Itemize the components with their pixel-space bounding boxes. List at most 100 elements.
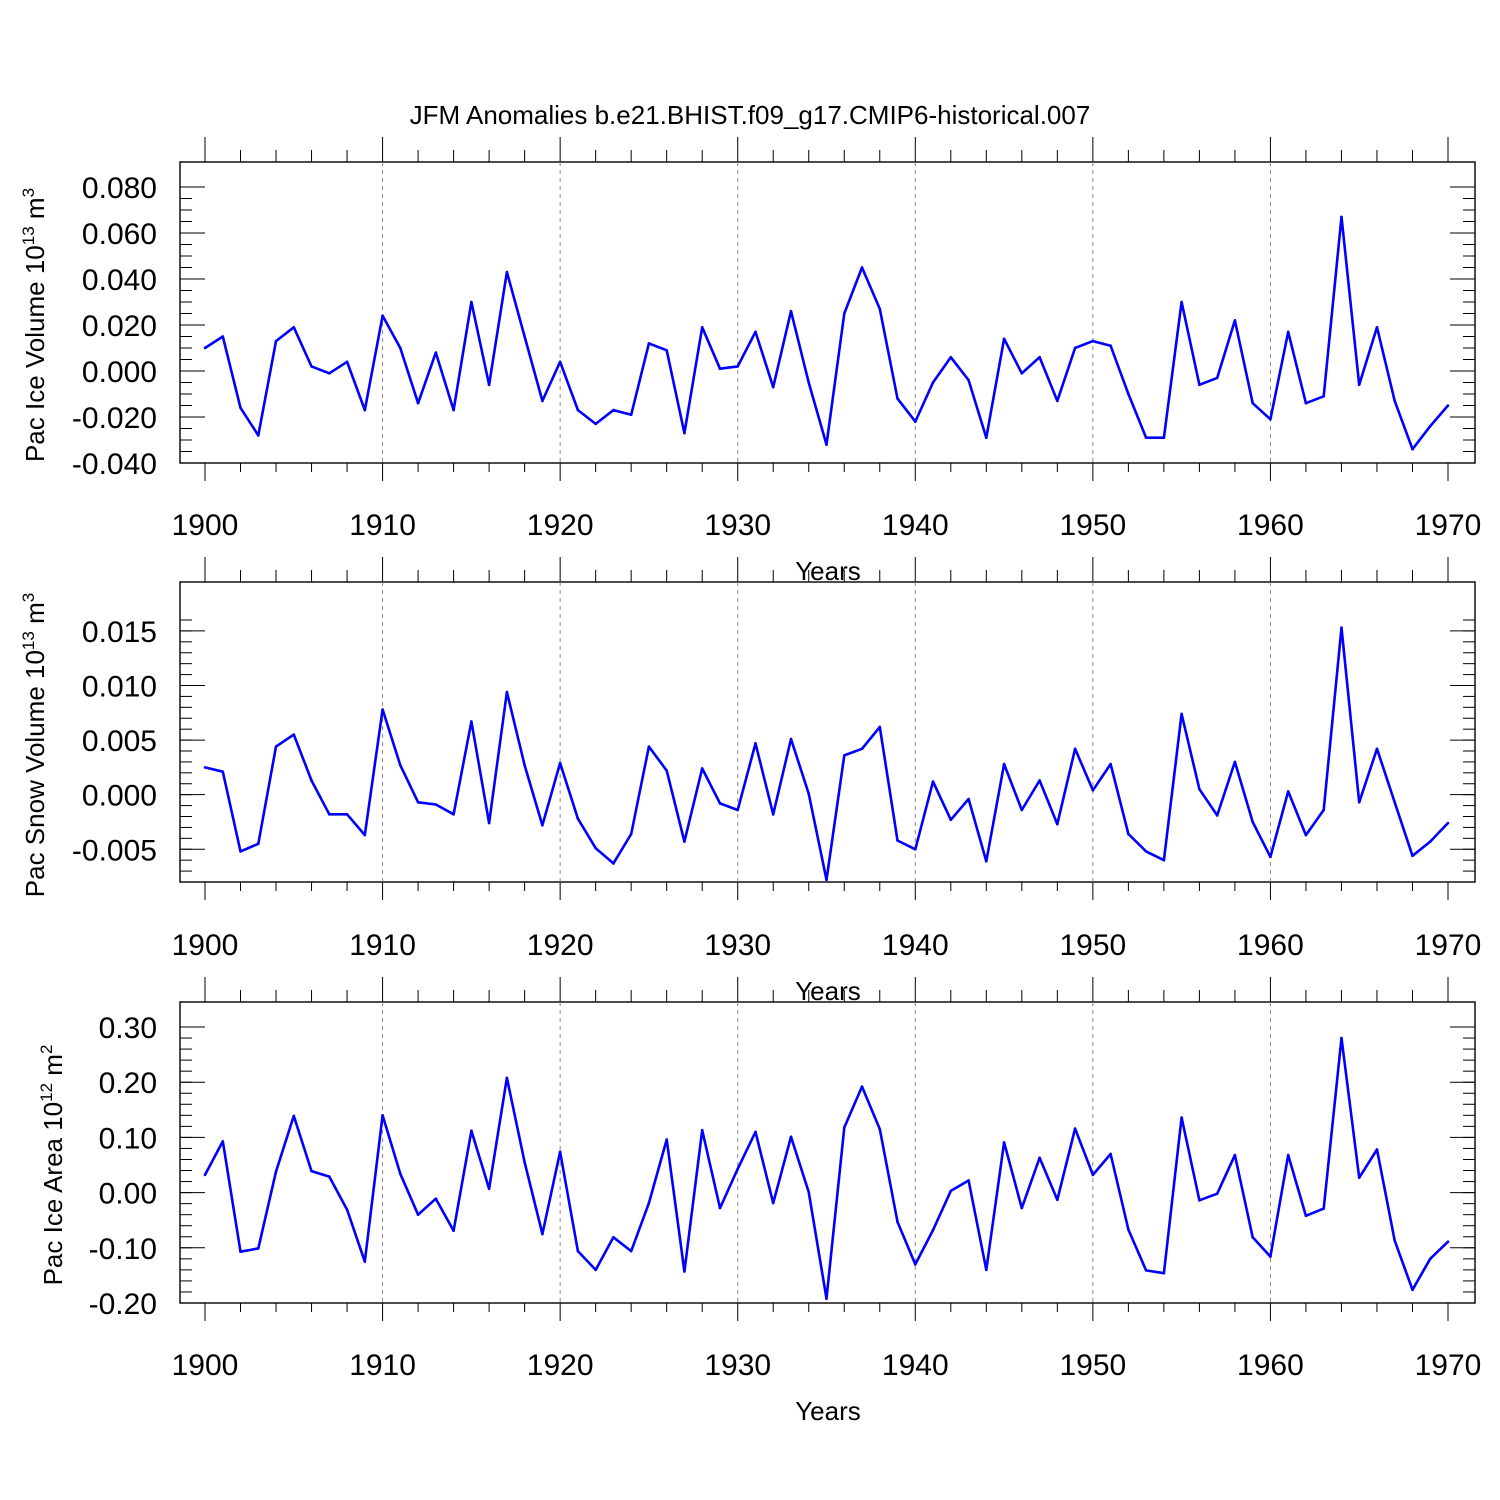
data-point — [416, 1213, 420, 1216]
data-point — [878, 307, 882, 311]
data-point — [718, 367, 722, 371]
data-point — [328, 1175, 331, 1178]
x-tick-label: 1940 — [882, 1349, 949, 1382]
data-point — [1269, 418, 1272, 421]
x-tick-label: 1900 — [172, 509, 239, 542]
data-point — [1162, 1271, 1166, 1275]
data-point — [292, 1114, 296, 1118]
data-point — [1393, 1239, 1397, 1242]
x-tick-label: 1920 — [527, 1349, 594, 1382]
data-point — [1233, 1153, 1237, 1157]
data-point — [647, 342, 651, 345]
data-point — [203, 346, 207, 350]
data-point — [256, 434, 260, 437]
data-point — [771, 813, 775, 816]
data-point — [1304, 1214, 1308, 1218]
x-tick-label: 1970 — [1415, 929, 1482, 962]
data-point — [434, 803, 438, 806]
data-point — [1411, 447, 1414, 451]
data-point — [1428, 424, 1432, 428]
panel-2: 1900 1910 1920 1930 1940 1950 1960 1970 0.015 0.0… — [19, 557, 1481, 1006]
data-point — [239, 1250, 242, 1253]
data-point — [1428, 840, 1432, 843]
x-tick-label: 1900 — [172, 1349, 239, 1382]
data-point — [949, 818, 953, 822]
data-point — [754, 742, 757, 745]
x-tick-label: 1930 — [704, 509, 771, 542]
x-tick-label: 1930 — [704, 1349, 771, 1382]
data-point — [1251, 1236, 1254, 1239]
data-point — [292, 733, 296, 736]
data-point — [612, 1236, 615, 1239]
data-point — [221, 770, 225, 774]
data-point — [967, 797, 970, 801]
data-point — [665, 1138, 668, 1141]
data-point — [1446, 1240, 1450, 1244]
data-point — [825, 878, 828, 882]
data-point — [1428, 1257, 1432, 1261]
data-point — [896, 397, 899, 400]
data-point — [470, 720, 473, 723]
data-point — [1411, 854, 1414, 858]
data-point — [842, 754, 846, 757]
data-point — [1286, 330, 1290, 334]
y-tick-label: 0.20 — [99, 1067, 157, 1100]
main-title: JFM Anomalies b.e21.BHIST.f09_g17.CMIP6-… — [410, 100, 1091, 130]
x-tick-label: 1910 — [349, 929, 416, 962]
data-point — [736, 365, 740, 368]
y-tick-label: 0.080 — [82, 172, 157, 205]
data-point — [1180, 712, 1183, 716]
y-tick-label: -0.040 — [72, 448, 157, 481]
data-point — [896, 839, 899, 842]
data-point — [860, 747, 864, 751]
data-point — [860, 266, 864, 269]
data-point — [1127, 1228, 1130, 1231]
data-point — [807, 1190, 811, 1194]
data-point — [1215, 814, 1219, 817]
y-tick-label: 0.015 — [82, 616, 157, 649]
x-axis-title: Years — [795, 1396, 861, 1426]
data-point — [931, 780, 935, 783]
data-point — [576, 408, 580, 412]
data-point — [1375, 326, 1379, 329]
data-point — [1322, 1207, 1325, 1210]
x-tick-label: 1940 — [882, 509, 949, 542]
data-point — [487, 821, 491, 825]
data-point — [363, 1260, 367, 1263]
data-point — [381, 1114, 384, 1117]
y-axis-title: Pac Snow Volume 1013 m3 — [19, 593, 50, 897]
data-point — [1251, 401, 1254, 405]
data-point — [256, 842, 260, 846]
data-point — [754, 330, 757, 334]
data-point — [239, 850, 242, 853]
data-point — [985, 436, 988, 440]
y-tick-label: 0.000 — [82, 356, 157, 389]
y-axis-title: Pac Ice Area 1012 m2 — [37, 1045, 68, 1286]
data-point — [1056, 822, 1059, 826]
x-tick-label: 1930 — [704, 929, 771, 962]
data-point — [700, 326, 704, 329]
data-point — [328, 372, 331, 375]
y-axis-unit: m — [20, 602, 50, 631]
data-point — [203, 766, 207, 769]
plot-frame — [179, 1001, 1476, 1304]
data-point — [594, 1268, 597, 1272]
data-point — [487, 383, 491, 387]
data-point — [789, 737, 793, 741]
data-point — [399, 346, 402, 350]
data-point — [363, 408, 367, 412]
x-tick-label: 1960 — [1237, 1349, 1304, 1382]
data-point — [1269, 1255, 1272, 1258]
data-point — [1322, 395, 1325, 398]
data-point — [1020, 372, 1024, 375]
data-point — [381, 708, 384, 711]
data-point — [700, 1128, 704, 1132]
data-point — [1091, 789, 1095, 792]
data-point — [576, 817, 580, 820]
data-point — [1393, 399, 1397, 403]
data-point — [807, 381, 811, 384]
data-point — [1198, 787, 1201, 791]
data-point — [1038, 1156, 1041, 1160]
data-point — [878, 1127, 882, 1131]
data-point — [913, 1263, 917, 1266]
